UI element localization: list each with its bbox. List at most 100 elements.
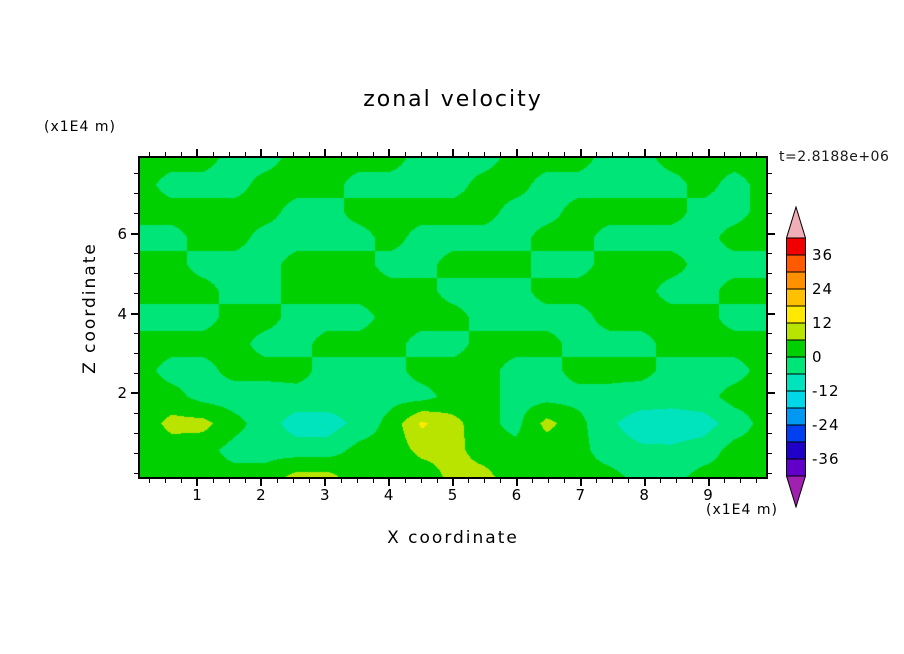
z-tick: [134, 273, 138, 275]
colorbar-segment: [786, 407, 806, 426]
z-tick: [134, 412, 138, 414]
x-tick: [308, 152, 310, 156]
x-tick: [420, 479, 422, 483]
x-tick: [244, 152, 246, 156]
x-tick: [500, 152, 502, 156]
plot-area: 1 2 3 4 5 6 7 8 9 2 4 6: [117, 149, 775, 504]
x-tick: [228, 479, 230, 483]
x-tick: [500, 479, 502, 483]
x-tick: [276, 152, 278, 156]
x-tick: [196, 149, 199, 156]
x-tick: [515, 149, 518, 156]
colorbar-segment: [786, 458, 806, 477]
colorbar-segment: [786, 424, 806, 443]
x-tick-label: 6: [511, 486, 523, 504]
x-tick: [755, 479, 757, 483]
z-tick: [768, 173, 772, 175]
x-tick: [564, 479, 566, 483]
z-tick-label: 2: [117, 384, 128, 403]
x-tick-label: 5: [447, 486, 459, 504]
x-tick: [212, 479, 214, 483]
x-tick: [676, 152, 678, 156]
x-tick: [452, 149, 454, 156]
colorbar-segment: [786, 254, 806, 273]
z-tick: [131, 232, 138, 235]
time-label: t=2.8188e+06: [779, 149, 890, 165]
z-tick: [134, 432, 138, 434]
x-tick: [596, 479, 598, 483]
z-tick: [134, 193, 138, 195]
y-axis-unit-label: (x1E4 m): [44, 119, 116, 135]
z-tick: [768, 432, 772, 434]
colorbar-segment: [786, 271, 806, 290]
x-tick: [165, 152, 167, 156]
x-tick: [452, 479, 454, 486]
x-tick: [468, 479, 470, 483]
x-tick: [292, 152, 294, 156]
colorbar-label: -36: [812, 450, 840, 468]
x-tick: [372, 152, 374, 156]
x-tick: [612, 152, 614, 156]
x-tick: [532, 479, 534, 483]
x-tick: [692, 479, 694, 483]
x-axis-unit-label: (x1E4 m): [706, 502, 778, 518]
x-tick: [707, 149, 710, 156]
colorbar-label: 12: [812, 314, 834, 332]
x-tick: [356, 479, 358, 483]
x-tick: [244, 479, 246, 483]
z-tick: [768, 352, 772, 354]
x-tick: [564, 152, 566, 156]
x-tick: [468, 152, 470, 156]
x-tick: [388, 479, 391, 486]
z-tick: [134, 472, 138, 474]
x-tick: [181, 479, 183, 483]
x-tick: [596, 152, 598, 156]
z-tick: [768, 452, 772, 454]
x-tick: [372, 479, 374, 483]
x-tick: [436, 152, 438, 156]
x-tick: [755, 152, 757, 156]
z-tick: [134, 332, 138, 334]
x-tick: [723, 479, 725, 483]
x-tick: [149, 152, 151, 156]
chart-title: zonal velocity: [363, 87, 543, 112]
z-tick: [131, 312, 138, 315]
z-tick: [134, 253, 138, 255]
colorbar-segment: [786, 356, 806, 375]
x-tick: [388, 149, 391, 156]
z-tick: [768, 372, 772, 374]
z-tick: [768, 332, 772, 334]
x-tick: [436, 479, 438, 483]
x-tick: [404, 152, 406, 156]
x-tick: [532, 152, 534, 156]
colorbar-segment: [786, 322, 806, 341]
z-tick: [768, 273, 772, 275]
x-tick: [149, 479, 151, 483]
x-tick-label: 9: [703, 486, 714, 504]
z-tick: [768, 472, 772, 474]
x-tick: [324, 479, 327, 486]
z-tick: [134, 452, 138, 454]
colorbar-scale: [786, 206, 806, 508]
x-tick: [660, 152, 662, 156]
colorbar-segment: [786, 373, 806, 392]
x-tick: [628, 152, 630, 156]
x-tick: [228, 152, 230, 156]
x-tick: [579, 479, 582, 486]
z-tick: [768, 253, 772, 255]
z-tick: [768, 392, 775, 395]
x-tick: [643, 479, 646, 486]
x-tick: [628, 479, 630, 483]
colorbar: 36 24 12 0 -12 -24 -36: [786, 206, 856, 508]
x-tick-label: 8: [639, 486, 650, 504]
x-tick: [308, 479, 310, 483]
contour-field-canvas: [140, 158, 766, 477]
colorbar-segment: [786, 390, 806, 409]
x-tick: [612, 479, 614, 483]
z-tick: [768, 312, 775, 315]
x-tick: [739, 152, 741, 156]
z-tick: [768, 213, 772, 215]
z-tick-label: 6: [117, 224, 128, 243]
colorbar-segment: [786, 305, 806, 324]
